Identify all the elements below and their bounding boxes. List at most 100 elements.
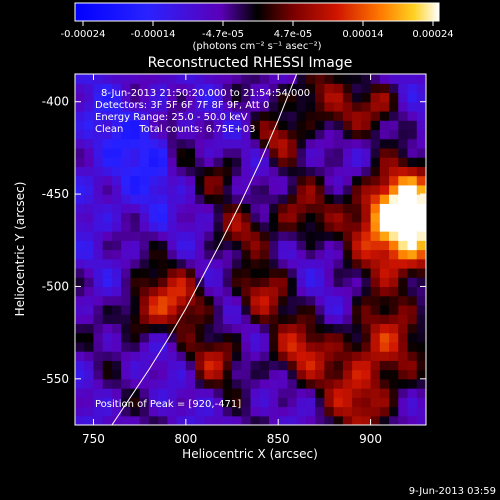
heatmap-cell — [75, 378, 85, 389]
heatmap-cell — [158, 295, 168, 306]
heatmap-cell — [370, 147, 381, 158]
heatmap-cell — [416, 166, 426, 177]
heatmap-cell — [361, 249, 372, 260]
heatmap-cell — [398, 388, 409, 398]
heatmap-cell — [111, 341, 122, 352]
heatmap-cell — [167, 249, 178, 260]
heatmap-cell — [305, 258, 316, 269]
heatmap-cell — [111, 360, 122, 371]
heatmap-cell — [213, 129, 224, 140]
heatmap-cell — [389, 129, 399, 140]
heatmap-cell — [250, 341, 261, 352]
heatmap-cell — [324, 184, 335, 195]
heatmap-cell — [93, 147, 104, 158]
heatmap-cell — [232, 369, 242, 380]
colorbar-tick-label: -0.00014 — [131, 29, 176, 40]
heatmap-cell — [268, 147, 279, 158]
heatmap-cell — [305, 369, 316, 380]
heatmap-cell — [241, 378, 252, 389]
heatmap-cell — [185, 388, 196, 398]
heatmap-cell — [278, 249, 289, 260]
heatmap-cell — [232, 415, 242, 425]
heatmap-cell — [389, 304, 399, 315]
heatmap-cell — [195, 101, 205, 112]
heatmap-cell — [250, 92, 261, 103]
heatmap-cell — [75, 92, 85, 103]
heatmap-cell — [222, 406, 233, 417]
heatmap-cell — [213, 351, 224, 361]
heatmap-cell — [213, 194, 224, 204]
heatmap-cell — [84, 258, 95, 269]
heatmap-cell — [213, 240, 224, 251]
heatmap-cell — [333, 304, 344, 315]
heatmap-cell — [407, 110, 418, 121]
heatmap-cell — [185, 184, 196, 195]
heatmap-cell — [389, 360, 399, 371]
heatmap-cell — [379, 277, 390, 288]
x-tick-label: 850 — [267, 432, 290, 446]
heatmap-cell — [102, 314, 113, 324]
heatmap-cell — [213, 221, 224, 232]
heatmap-cell — [315, 332, 325, 343]
heatmap-cell — [305, 249, 316, 260]
heatmap-cell — [389, 231, 399, 241]
heatmap-cell — [121, 212, 132, 223]
heatmap-cell — [232, 295, 242, 306]
heatmap-cell — [259, 323, 270, 334]
heatmap-cell — [84, 351, 95, 361]
heatmap-cell — [370, 378, 381, 389]
heatmap-cell — [333, 286, 344, 297]
heatmap-cell — [185, 157, 196, 167]
heatmap-cell — [352, 147, 362, 158]
heatmap-cell — [75, 83, 85, 94]
heatmap-cell — [111, 415, 122, 425]
heatmap-cell — [287, 129, 298, 140]
heatmap-cell — [213, 101, 224, 112]
heatmap-cell — [213, 378, 224, 389]
heatmap-cell — [130, 378, 141, 389]
heatmap-cell — [370, 304, 381, 315]
heatmap-cell — [398, 138, 409, 149]
heatmap-cell — [130, 388, 141, 398]
heatmap-cell — [148, 277, 159, 288]
heatmap-cell — [379, 212, 390, 223]
heatmap-cell — [296, 184, 307, 195]
heatmap-cell — [185, 129, 196, 140]
heatmap-cell — [195, 249, 205, 260]
heatmap-cell — [102, 406, 113, 417]
heatmap-cell — [158, 129, 168, 140]
heatmap-cell — [370, 249, 381, 260]
heatmap-cell — [398, 203, 409, 214]
heatmap-cell — [204, 74, 215, 84]
heatmap-cell — [268, 157, 279, 167]
heatmap-cell — [259, 369, 270, 380]
heatmap-cell — [102, 212, 113, 223]
heatmap-cell — [93, 369, 104, 380]
heatmap-cell — [204, 83, 215, 94]
heatmap-cell — [176, 240, 187, 251]
heatmap-cell — [176, 360, 187, 371]
heatmap-cell — [259, 138, 270, 149]
heatmap-cell — [398, 314, 409, 324]
heatmap-cell — [222, 194, 233, 204]
heatmap-cell — [342, 166, 353, 177]
heatmap-cell — [130, 360, 141, 371]
heatmap-cell — [185, 221, 196, 232]
heatmap-cell — [398, 74, 409, 84]
heatmap-cell — [342, 415, 353, 425]
heatmap-cell — [185, 277, 196, 288]
heatmap-cell — [287, 277, 298, 288]
heatmap-cell — [268, 138, 279, 149]
heatmap-cell — [416, 378, 426, 389]
heatmap-cell — [139, 295, 150, 306]
heatmap-cell — [158, 360, 168, 371]
heatmap-cell — [305, 378, 316, 389]
heatmap-cell — [361, 175, 372, 186]
heatmap-cell — [148, 369, 159, 380]
heatmap-cell — [398, 304, 409, 315]
heatmap-cell — [232, 221, 242, 232]
heatmap-cell — [195, 304, 205, 315]
heatmap-cell — [324, 388, 335, 398]
heatmap-cell — [204, 101, 215, 112]
heatmap-cell — [121, 249, 132, 260]
